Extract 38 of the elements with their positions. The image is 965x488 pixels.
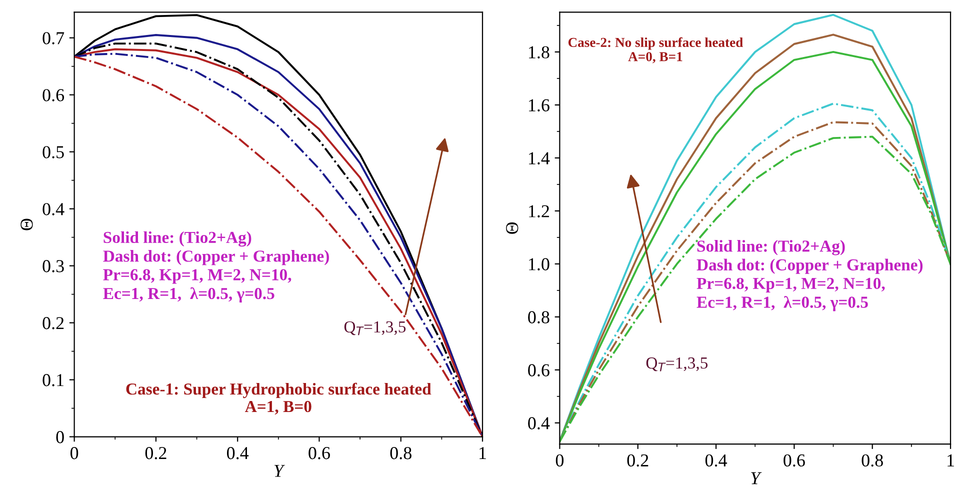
annotation: Solid line: (Tio2+Ag) Dash dot: (Copper + Graphene) Pr=6.8, Kp=1, M=2, N=10, Ec=1, R=1, λ=0.5, γ=0.5 bbox=[696, 240, 923, 312]
x-tick-label: 0.4 bbox=[705, 454, 728, 467]
x-axis-title: Y bbox=[274, 464, 286, 477]
y-tick-label: 0.6 bbox=[528, 364, 550, 376]
y-tick-label: 1.6 bbox=[528, 99, 550, 112]
x-tick-label: 1 bbox=[480, 447, 486, 460]
y-tick-label: 0.7 bbox=[42, 32, 64, 44]
y-tick-label: 1.8 bbox=[528, 46, 550, 58]
x-tick-label: 1 bbox=[948, 454, 954, 466]
annotation: Q$_{T}$=1,3,5 bbox=[344, 321, 406, 336]
y-axis-title: Θ bbox=[20, 218, 33, 230]
y-tick-label: 1.0 bbox=[528, 258, 550, 270]
x-tick-label: 0 bbox=[70, 447, 78, 460]
annotation: Case-1: Super Hydrophobic surface heated A=1, B=0 bbox=[126, 382, 432, 415]
y-tick-label: 1.4 bbox=[528, 152, 550, 164]
x-tick-label: 0.2 bbox=[145, 447, 166, 460]
x-tick-label: 0 bbox=[556, 454, 564, 467]
x-tick-label: 0.2 bbox=[627, 454, 648, 467]
y-tick-label: 0.5 bbox=[42, 146, 64, 158]
x-tick-label: 0.8 bbox=[390, 447, 412, 460]
y-tick-label: 0.4 bbox=[42, 203, 64, 216]
y-tick-label: 0.2 bbox=[42, 317, 64, 330]
x-tick-label: 0.4 bbox=[226, 447, 249, 460]
y-tick-label: 1.2 bbox=[528, 205, 549, 218]
y-tick-label: 0.4 bbox=[528, 417, 550, 430]
y-tick-label: 0 bbox=[56, 431, 64, 444]
y-axis-title: Θ bbox=[506, 222, 518, 234]
y-tick-label: 0.8 bbox=[528, 311, 550, 324]
y-tick-label: 0.3 bbox=[42, 260, 64, 272]
x-tick-label: 0.6 bbox=[784, 454, 805, 467]
y-tick-label: 0.1 bbox=[42, 374, 64, 386]
annotation: Solid line: (Tio2+Ag) Dash dot: (Copper + Graphene) Pr=6.8, Kp=1, M=2, N=10, Ec=1, R=1, λ=0.5, γ=0.5 bbox=[103, 231, 329, 303]
annotation: Case-2: No slip surface heated A=0, B=1 bbox=[568, 37, 744, 64]
annotation: Q$_{T}$=1,3,5 bbox=[646, 357, 708, 372]
x-tick-label: 0.8 bbox=[862, 454, 883, 467]
x-axis-title: Y bbox=[751, 472, 762, 484]
y-tick-label: 0.6 bbox=[42, 89, 64, 102]
x-tick-label: 0.6 bbox=[308, 447, 330, 460]
